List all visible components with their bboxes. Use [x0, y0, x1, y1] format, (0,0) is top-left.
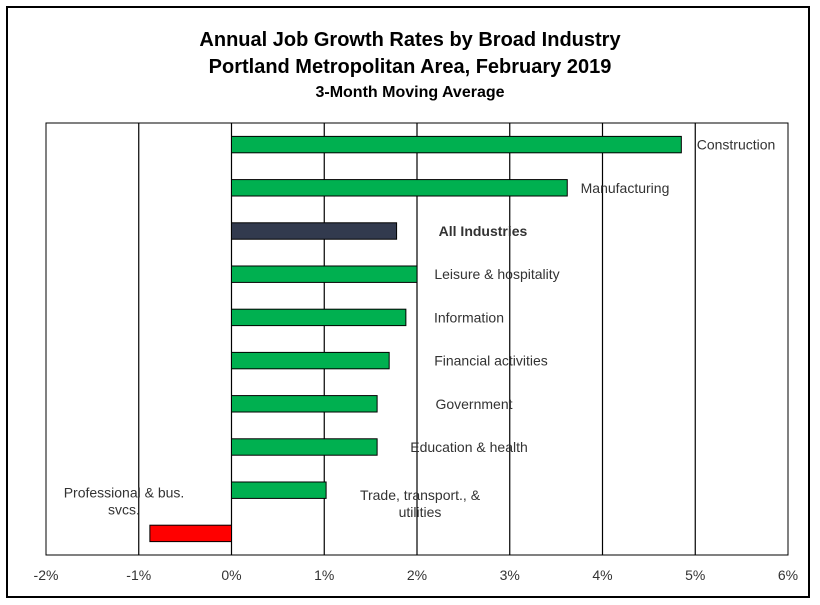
bar [231, 135, 682, 154]
category-label: Trade, transport., & utilities [360, 487, 481, 520]
category-label: Professional & bus. svcs. [64, 484, 185, 517]
x-tick-label: -1% [126, 567, 151, 583]
bar [231, 438, 378, 456]
bar [231, 179, 568, 197]
category-labels: Construction Manufacturing All Industries L… [64, 137, 776, 521]
x-tick-label: 6% [778, 567, 798, 583]
category-label: Government [435, 396, 512, 412]
x-tick-labels: -2% -1% 0% 1% 2% 3% 4% 5% 6% [34, 567, 799, 583]
bar [231, 351, 390, 370]
chart-title: Annual Job Growth Rates by Broad Industr… [199, 29, 621, 51]
bar [231, 265, 418, 283]
chart-title-line-2: Portland Metropolitan Area, February 201… [209, 56, 612, 78]
category-label: Manufacturing [581, 180, 670, 196]
bars [149, 135, 682, 543]
x-tick-label: 5% [685, 567, 705, 583]
x-tick-label: -2% [34, 567, 59, 583]
category-label: Financial activities [434, 353, 548, 369]
bar [231, 481, 327, 499]
bar [231, 395, 378, 413]
x-tick-label: 4% [592, 567, 612, 583]
bar [231, 222, 398, 240]
chart-titles: Annual Job Growth Rates by Broad Industr… [199, 29, 621, 101]
chart-subtitle: 3-Month Moving Average [315, 84, 504, 101]
bar [149, 524, 233, 543]
category-label: Construction [697, 137, 776, 153]
x-tick-label: 2% [407, 567, 427, 583]
category-label: Information [434, 309, 504, 325]
x-tick-label: 1% [314, 567, 334, 583]
category-label: Leisure & hospitality [434, 266, 559, 282]
bar [231, 308, 407, 327]
category-label: Education & health [410, 439, 528, 455]
x-tick-label: 0% [221, 567, 241, 583]
category-label: All Industries [439, 223, 528, 239]
chart-frame [6, 6, 810, 598]
x-tick-label: 3% [500, 567, 520, 583]
